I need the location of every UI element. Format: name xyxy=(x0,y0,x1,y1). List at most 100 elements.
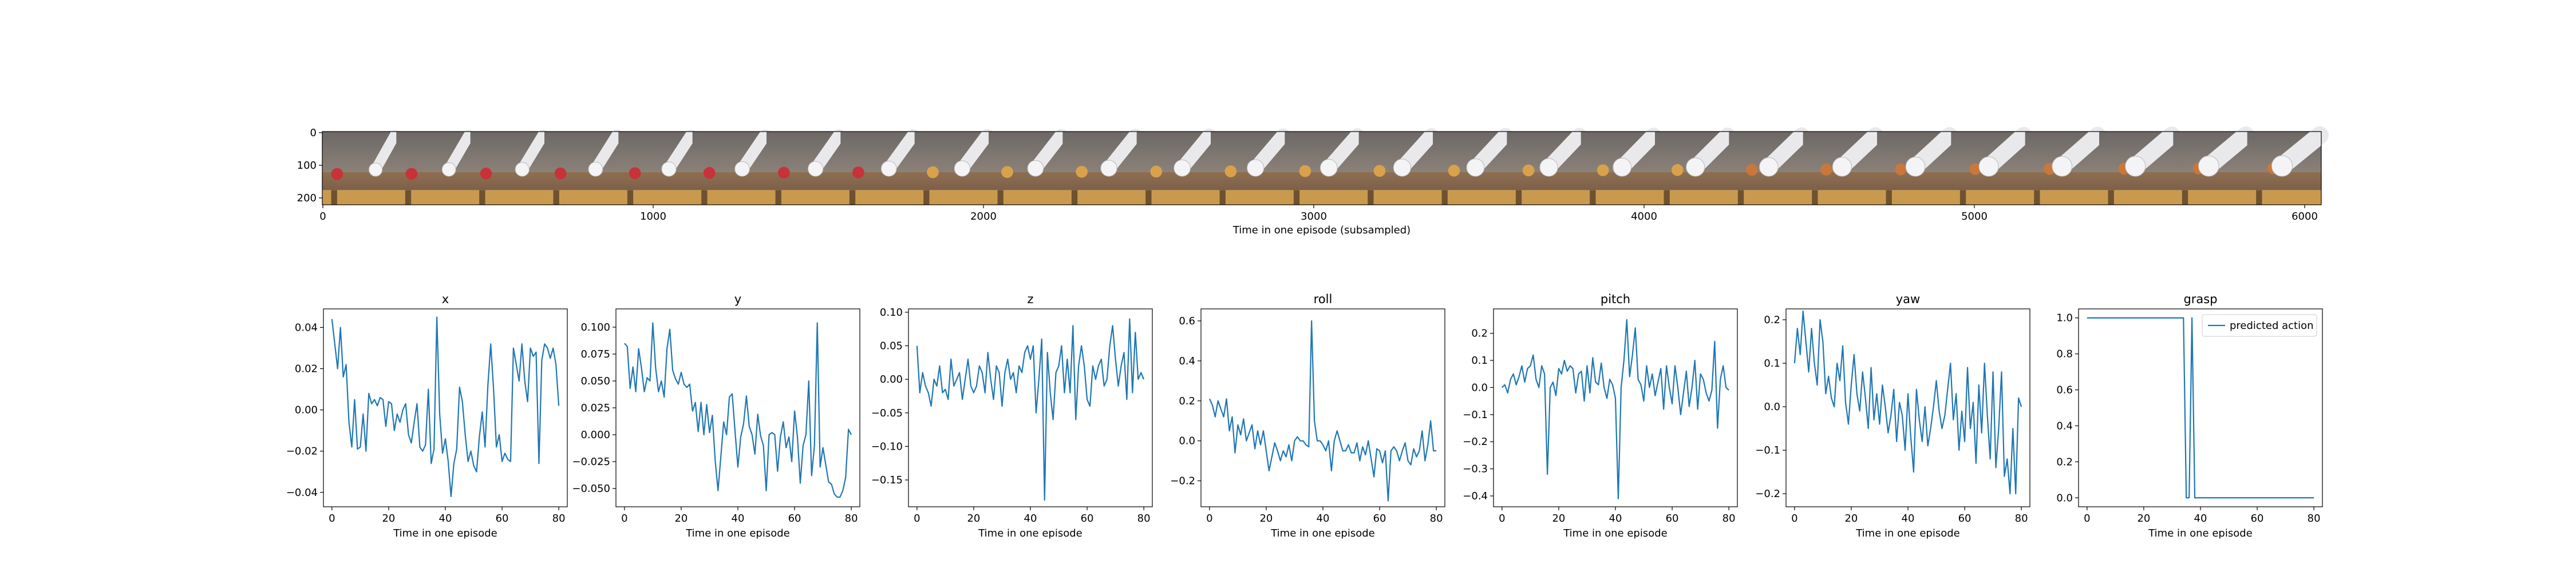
frame-gripper xyxy=(2198,156,2219,177)
y-tick-label: 0.0 xyxy=(1471,382,1488,394)
episode-frame xyxy=(544,129,623,205)
frame-gripper xyxy=(1978,156,1999,177)
x-tick-label: 40 xyxy=(439,513,452,525)
series-line xyxy=(2087,317,2314,499)
x-tick-label: 40 xyxy=(2194,513,2207,525)
frame-table-leg xyxy=(1737,190,1744,205)
y-tick-label: 0.05 xyxy=(880,340,903,352)
subplot-grasp: grasp 0 20 40 60 80 0.0 0.2 0.4 0.6 0.8 1.0 Time in … xyxy=(2056,292,2323,539)
episode-frame xyxy=(1433,128,1513,205)
subplot-title: x xyxy=(442,292,449,306)
episode-frame xyxy=(767,129,846,205)
subplot-z: z 0 20 40 60 80 −0.15 −0.10 −0.05 0.00 0.05 0.10 Tim… xyxy=(871,292,1153,539)
frame-gripper xyxy=(661,161,677,177)
subplot-roll: roll 0 20 40 60 80 −0.2 0.0 0.2 0.4 0.6 Time in one… xyxy=(1170,292,1445,539)
strip-x-axis-label: Time in one episode (subsampled) xyxy=(1232,224,1411,236)
subplot-title: roll xyxy=(1314,292,1333,306)
frame-object xyxy=(331,168,343,180)
episode-frame xyxy=(1951,126,2032,205)
frame-table-leg xyxy=(1812,190,1818,205)
x-tick-label: 20 xyxy=(1844,513,1858,525)
episode-frame xyxy=(1729,127,1809,205)
y-tick-label: −0.2 xyxy=(1463,436,1488,448)
frame-table xyxy=(1285,172,1360,190)
y-tick-label: −0.05 xyxy=(871,407,903,419)
episode-frame xyxy=(1358,128,1439,205)
frame-object xyxy=(1522,164,1535,177)
frame-gripper xyxy=(1613,158,1632,177)
frame-object xyxy=(1150,165,1163,178)
strip-x-tick-label: 4000 xyxy=(1631,210,1657,223)
x-tick-label: 0 xyxy=(1206,513,1212,525)
x-tick-label: 0 xyxy=(914,513,920,525)
frame-gripper xyxy=(2052,156,2073,177)
x-tick-label: 80 xyxy=(1722,513,1736,525)
strip-y-tick-label: 0 xyxy=(310,127,317,139)
x-tick-label: 20 xyxy=(1552,513,1565,525)
frame-object xyxy=(1671,164,1684,176)
x-axis-label: Time in one episode xyxy=(393,527,497,539)
frame-object xyxy=(1299,165,1311,177)
y-tick-label: −0.02 xyxy=(286,446,318,458)
frame-table-leg xyxy=(1959,190,1966,205)
frame-gripper xyxy=(1393,158,1411,177)
x-tick-label: 20 xyxy=(2137,513,2150,525)
episode-frame xyxy=(914,129,994,205)
strip-x-tick-label: 5000 xyxy=(1961,210,1988,223)
strip-x-tick-label: 2000 xyxy=(970,210,997,223)
frame-table-leg xyxy=(331,190,337,205)
frame-table-leg xyxy=(2034,190,2040,205)
frame-table-leg xyxy=(997,190,1003,205)
episode-frame xyxy=(692,129,771,205)
y-tick-label: 0.075 xyxy=(580,348,610,360)
frame-table-leg xyxy=(2256,190,2262,205)
y-tick-label: 0.0 xyxy=(1179,435,1195,447)
frame-object xyxy=(629,167,641,180)
subplot-yaw: yaw 0 20 40 60 80 −0.2 −0.1 0.0 0.1 0.2 Time in one… xyxy=(1755,292,2030,539)
x-tick-label: 60 xyxy=(1081,513,1094,525)
x-tick-label: 80 xyxy=(1137,513,1151,525)
episode-frame xyxy=(1803,127,1884,205)
frame-object xyxy=(1969,163,1981,175)
frame-table-leg xyxy=(1368,190,1374,205)
episode-frame xyxy=(840,129,919,205)
frame-gripper xyxy=(954,160,970,177)
x-tick-label: 40 xyxy=(1317,513,1330,525)
strip-x-tick-label: 3000 xyxy=(1301,210,1327,223)
y-tick-label: 0.2 xyxy=(1764,314,1780,326)
plot-frame xyxy=(2078,308,2323,507)
frame-object xyxy=(1820,164,1832,176)
frame-table-leg xyxy=(2182,190,2188,205)
frame-table-leg xyxy=(1071,190,1078,205)
frame-table-leg xyxy=(1590,190,1596,205)
subplot-title: yaw xyxy=(1896,292,1920,306)
x-tick-label: 20 xyxy=(382,513,395,525)
subplot-title: z xyxy=(1027,292,1033,306)
x-tick-label: 60 xyxy=(2251,513,2264,525)
frame-object xyxy=(1895,163,1907,176)
legend-box xyxy=(2202,314,2317,337)
frame-gripper xyxy=(1905,157,1926,177)
x-tick-label: 0 xyxy=(1499,513,1505,525)
y-tick-label: 0.8 xyxy=(2056,348,2073,360)
frame-table-leg xyxy=(2108,190,2114,205)
frame-gripper xyxy=(1686,157,1705,177)
episode-frame xyxy=(2099,126,2180,205)
frame-table xyxy=(1211,172,1285,190)
x-tick-label: 80 xyxy=(552,513,566,525)
frame-strip xyxy=(322,126,2329,205)
frame-object xyxy=(1224,165,1237,177)
frame-object xyxy=(852,166,864,178)
x-tick-label: 80 xyxy=(845,513,858,525)
frame-table xyxy=(1136,172,1211,190)
frame-object xyxy=(1597,164,1609,176)
episode-frame xyxy=(1581,128,1661,205)
x-tick-label: 20 xyxy=(674,513,688,525)
frame-table-leg xyxy=(627,190,634,205)
frame-gripper xyxy=(1174,159,1191,177)
y-tick-label: 0.050 xyxy=(580,375,610,387)
frame-gripper xyxy=(588,161,603,177)
y-tick-label: −0.10 xyxy=(871,440,903,452)
frame-table xyxy=(692,172,767,190)
